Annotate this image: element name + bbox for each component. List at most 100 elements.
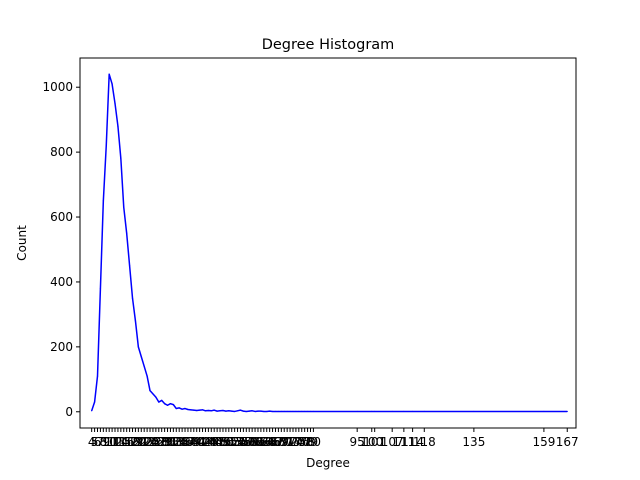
x-tick-label: 100 bbox=[360, 435, 383, 449]
x-tick-label: 22 bbox=[137, 435, 152, 449]
x-tick-label: 101 bbox=[363, 435, 386, 449]
data-point bbox=[257, 410, 259, 412]
x-tick-label: 60 bbox=[247, 435, 262, 449]
y-tick-label: 1000 bbox=[42, 80, 73, 94]
x-tick-label: 76 bbox=[294, 435, 309, 449]
data-point bbox=[137, 346, 139, 348]
data-point bbox=[271, 410, 274, 413]
x-tick-label: 114 bbox=[401, 435, 424, 449]
data-point bbox=[193, 409, 195, 411]
data-point bbox=[263, 410, 265, 413]
x-tick-label: 39 bbox=[186, 435, 201, 449]
data-point bbox=[93, 401, 96, 403]
data-point bbox=[234, 410, 236, 413]
x-tick-label: 17 bbox=[122, 435, 137, 449]
x-tick-label: 51 bbox=[221, 435, 236, 449]
series-line bbox=[90, 73, 568, 413]
x-axis-label: Degree bbox=[306, 456, 350, 470]
x-tick-label: 29 bbox=[157, 435, 172, 449]
x-tick-label: 159 bbox=[532, 435, 555, 449]
data-point bbox=[309, 410, 312, 413]
data-point bbox=[131, 297, 134, 299]
x-tick-label: 111 bbox=[392, 435, 415, 449]
y-axis-ticks: 0 200 400 600 800 1000 bbox=[42, 80, 80, 419]
data-point bbox=[374, 410, 376, 413]
data-point bbox=[91, 410, 93, 412]
x-tick-label: 44 bbox=[201, 435, 216, 449]
x-tick-label: 77 bbox=[297, 435, 312, 449]
data-point bbox=[391, 410, 393, 413]
data-point bbox=[228, 410, 230, 412]
x-tick-label: 72 bbox=[282, 435, 297, 449]
data-point bbox=[213, 409, 215, 411]
data-point bbox=[277, 410, 279, 413]
x-tick-label: 80 bbox=[306, 435, 321, 449]
x-tick-label: 10 bbox=[102, 435, 117, 449]
data-point bbox=[251, 410, 253, 412]
x-tick-label: 26 bbox=[148, 435, 163, 449]
data-point bbox=[286, 410, 288, 413]
data-point bbox=[298, 410, 300, 413]
x-tick-label: 135 bbox=[462, 435, 485, 449]
x-tick-label: 4 bbox=[88, 435, 96, 449]
x-tick-label: 65 bbox=[262, 435, 277, 449]
data-point bbox=[371, 410, 373, 413]
plot-area bbox=[79, 57, 577, 429]
data-point bbox=[242, 410, 244, 412]
data-point bbox=[219, 410, 221, 412]
data-point bbox=[126, 232, 128, 234]
data-point bbox=[210, 410, 212, 412]
x-tick-label: 71 bbox=[280, 435, 295, 449]
x-tick-label: 32 bbox=[166, 435, 181, 449]
data-point bbox=[222, 409, 224, 412]
x-tick-label: 95 bbox=[350, 435, 365, 449]
data-point bbox=[175, 407, 177, 410]
x-tick-label: 14 bbox=[113, 435, 128, 449]
x-tick-label: 53 bbox=[227, 435, 242, 449]
data-point bbox=[207, 409, 209, 412]
data-point bbox=[304, 410, 306, 413]
data-point bbox=[254, 410, 256, 413]
x-tick-label: 27 bbox=[151, 435, 166, 449]
data-point bbox=[473, 410, 475, 413]
x-tick-label: 33 bbox=[169, 435, 184, 449]
data-point bbox=[172, 404, 174, 406]
x-tick-label: 59 bbox=[245, 435, 260, 449]
x-tick-label: 11 bbox=[104, 435, 119, 449]
data-point bbox=[566, 410, 568, 413]
data-point bbox=[184, 407, 186, 410]
x-tick-label: 16 bbox=[119, 435, 134, 449]
data-point bbox=[199, 409, 201, 411]
data-point bbox=[99, 287, 102, 290]
x-tick-label: 41 bbox=[192, 435, 207, 449]
data-point bbox=[161, 399, 163, 402]
x-tick-label: 107 bbox=[381, 435, 404, 449]
x-tick-label: 12 bbox=[107, 435, 122, 449]
x-tick-label: 40 bbox=[189, 435, 204, 449]
series-layer bbox=[90, 73, 568, 413]
x-tick-label: 49 bbox=[215, 435, 230, 449]
data-point bbox=[403, 410, 405, 413]
x-tick-label: 61 bbox=[250, 435, 265, 449]
data-point bbox=[312, 410, 315, 413]
x-tick-label: 34 bbox=[172, 435, 187, 449]
x-tick-label: 50 bbox=[218, 435, 233, 449]
data-point bbox=[96, 375, 99, 377]
data-point bbox=[123, 206, 125, 208]
data-point bbox=[187, 408, 189, 411]
data-point bbox=[225, 410, 227, 412]
x-tick-label: 37 bbox=[180, 435, 195, 449]
data-point bbox=[280, 410, 282, 413]
x-tick-label: 20 bbox=[131, 435, 146, 449]
x-tick-label: 75 bbox=[291, 435, 306, 449]
data-point bbox=[201, 409, 204, 411]
x-tick-label: 45 bbox=[204, 435, 219, 449]
x-tick-label: 66 bbox=[265, 435, 280, 449]
x-tick-label: 19 bbox=[128, 435, 143, 449]
x-tick-label: 25 bbox=[145, 435, 160, 449]
data-point bbox=[248, 410, 250, 412]
x-tick-label: 5 bbox=[91, 435, 99, 449]
data-point bbox=[289, 410, 291, 413]
x-axis-ticks: 4567891011121314151617181920212223242526… bbox=[88, 428, 579, 449]
x-tick-label: 18 bbox=[125, 435, 140, 449]
